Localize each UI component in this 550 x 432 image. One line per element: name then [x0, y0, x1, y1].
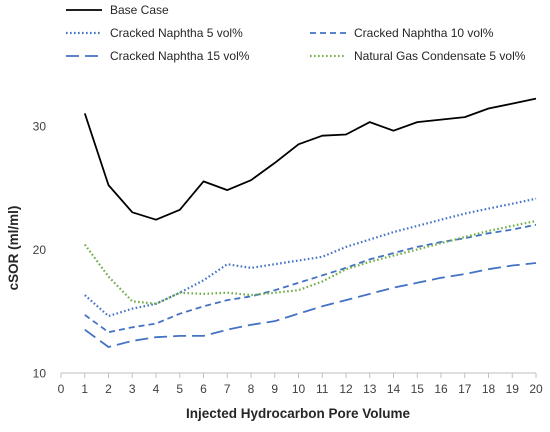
series-line-4: [84, 262, 537, 348]
series-line-2: [84, 197, 537, 318]
series-line-1: [83, 97, 537, 221]
x-tick-label: 13: [363, 382, 377, 396]
x-tick-label: 14: [387, 382, 401, 396]
legend-label: Cracked Naphtha 15 vol%: [110, 49, 250, 63]
x-tick-label: 18: [482, 382, 496, 396]
x-tick-label: 10: [292, 382, 306, 396]
x-tick-label: 8: [248, 382, 255, 396]
x-tick-label: 1: [81, 382, 88, 396]
x-axis-title: Injected Hydrocarbon Pore Volume: [186, 406, 411, 421]
x-tick-label: 20: [529, 382, 543, 396]
y-tick-label: 10: [33, 367, 47, 381]
y-tick-label: 20: [33, 243, 47, 257]
x-tick-label: 3: [129, 382, 136, 396]
legend-label: Cracked Naphtha 5 vol%: [110, 26, 243, 40]
legend-label: Base Case: [110, 3, 169, 17]
x-tick-label: 16: [434, 382, 448, 396]
series-line-5: [83, 219, 537, 305]
x-tick-label: 4: [153, 382, 160, 396]
x-tick-label: 7: [224, 382, 231, 396]
y-tick-label: 30: [33, 119, 47, 133]
legend-label: Natural Gas Condensate 5 vol%: [354, 49, 526, 63]
x-tick-label: 12: [339, 382, 353, 396]
x-tick-label: 2: [105, 382, 112, 396]
x-tick-label: 17: [458, 382, 472, 396]
x-tick-label: 15: [411, 382, 425, 396]
series-layer: [83, 97, 537, 348]
series-line-3: [84, 223, 537, 334]
legend: Base Case Cracked Naphtha 5 vol% Cracked N…: [66, 3, 526, 63]
x-tick-label: 9: [271, 382, 278, 396]
legend-label: Cracked Naphtha 10 vol%: [354, 26, 494, 40]
x-tick-label: 5: [176, 382, 183, 396]
x-tick-label: 19: [506, 382, 520, 396]
x-tick-label: 6: [200, 382, 207, 396]
y-axis-title: cSOR (ml/ml): [6, 206, 21, 291]
x-tick-label: 11: [316, 382, 329, 396]
x-tick-label: 0: [58, 382, 65, 396]
